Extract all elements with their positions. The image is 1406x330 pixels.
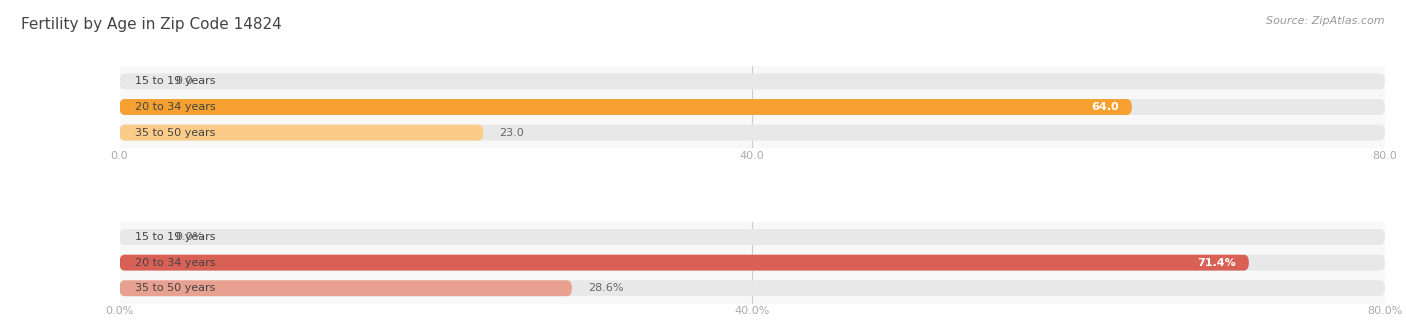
Text: Fertility by Age in Zip Code 14824: Fertility by Age in Zip Code 14824 — [21, 16, 281, 31]
FancyBboxPatch shape — [120, 229, 1385, 245]
Text: 0.0%: 0.0% — [174, 232, 202, 242]
FancyBboxPatch shape — [120, 255, 1249, 271]
Text: 35 to 50 years: 35 to 50 years — [135, 283, 215, 293]
FancyBboxPatch shape — [120, 125, 1385, 141]
Text: 15 to 19 years: 15 to 19 years — [135, 232, 217, 242]
Text: 0.0: 0.0 — [174, 76, 193, 86]
Text: 15 to 19 years: 15 to 19 years — [135, 76, 217, 86]
Text: 71.4%: 71.4% — [1198, 258, 1236, 268]
Text: 20 to 34 years: 20 to 34 years — [135, 258, 217, 268]
Text: 35 to 50 years: 35 to 50 years — [135, 128, 215, 138]
Text: 64.0: 64.0 — [1091, 102, 1119, 112]
FancyBboxPatch shape — [120, 255, 1385, 271]
Text: Source: ZipAtlas.com: Source: ZipAtlas.com — [1267, 16, 1385, 26]
FancyBboxPatch shape — [120, 280, 1385, 296]
FancyBboxPatch shape — [120, 125, 484, 141]
Text: 28.6%: 28.6% — [588, 283, 623, 293]
Text: 20 to 34 years: 20 to 34 years — [135, 102, 217, 112]
Text: 23.0: 23.0 — [499, 128, 524, 138]
FancyBboxPatch shape — [120, 74, 1385, 89]
FancyBboxPatch shape — [120, 280, 572, 296]
FancyBboxPatch shape — [120, 99, 1132, 115]
FancyBboxPatch shape — [120, 99, 1385, 115]
